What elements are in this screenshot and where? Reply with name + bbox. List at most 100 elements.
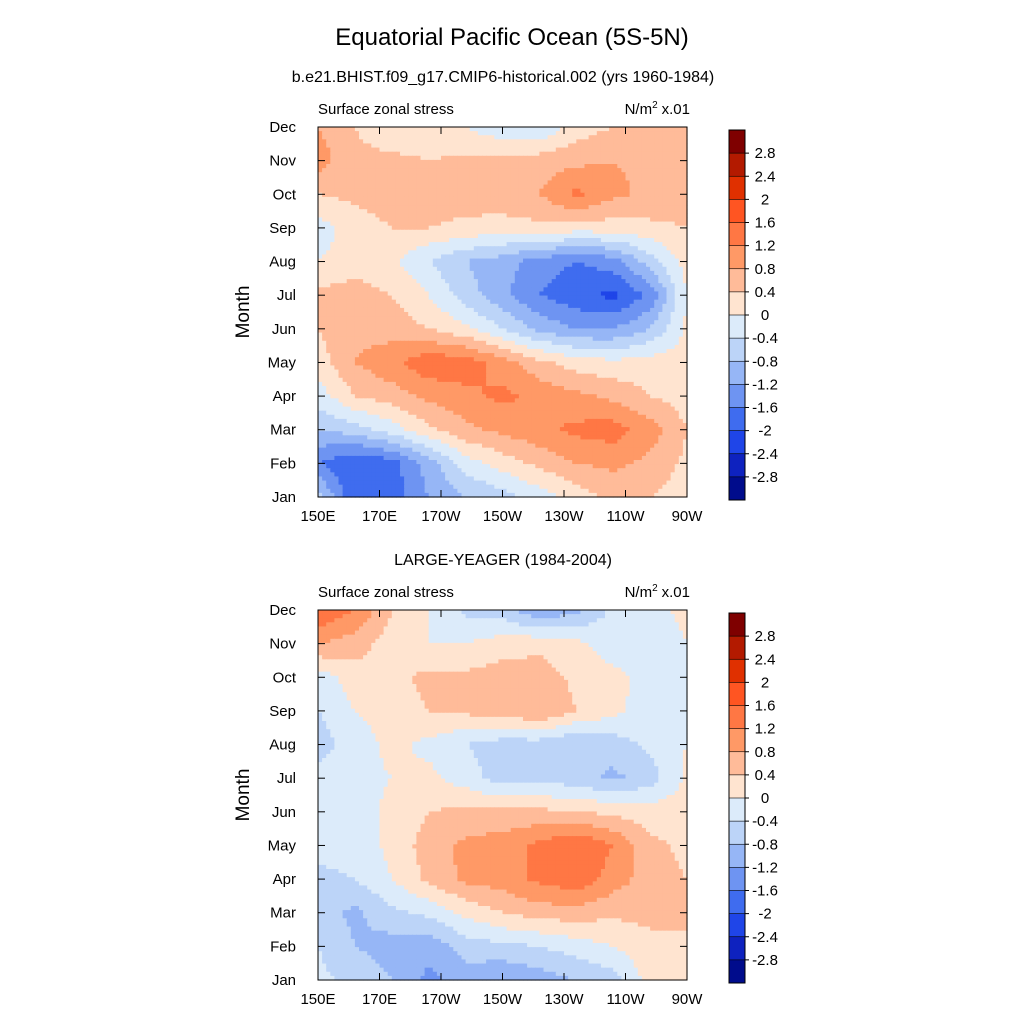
heatmap-cell [395, 192, 401, 198]
heatmap-cell [498, 184, 504, 190]
heatmap-cell [404, 139, 409, 145]
heatmap-cell [379, 213, 385, 219]
heatmap-cell [613, 242, 618, 247]
heatmap-cell [621, 176, 627, 182]
heatmap-cell [395, 159, 401, 165]
heatmap-cell [453, 246, 458, 251]
heatmap-cell [580, 172, 586, 177]
heatmap-cell [523, 316, 528, 321]
heatmap-cell [568, 250, 573, 256]
heatmap-cell [506, 188, 512, 194]
heatmap-cell [457, 192, 463, 198]
heatmap-cell [629, 287, 635, 293]
heatmap-cell [436, 291, 442, 297]
heatmap-cell [502, 147, 508, 153]
heatmap-cell [580, 287, 586, 293]
heatmap-cell [346, 332, 352, 338]
heatmap-cell [436, 295, 442, 301]
heatmap-cell [436, 287, 442, 293]
heatmap-cell [678, 307, 684, 313]
heatmap-cell [412, 172, 417, 177]
heatmap-cell [420, 312, 426, 317]
heatmap-cell [592, 205, 598, 210]
heatmap-cell [654, 238, 659, 243]
heatmap-cell [367, 275, 372, 280]
heatmap-cell [387, 233, 393, 239]
heatmap-cell [453, 320, 458, 325]
heatmap-cell [334, 316, 340, 321]
heatmap-cell [445, 155, 450, 161]
heatmap-cell [457, 159, 463, 165]
heatmap-cell [650, 127, 655, 132]
heatmap-cell [494, 291, 499, 297]
heatmap-cell [584, 213, 590, 219]
heatmap-cell [490, 196, 495, 202]
heatmap-cell [650, 209, 655, 214]
heatmap-cell [670, 312, 676, 317]
heatmap-cell [383, 221, 389, 227]
heatmap-cell [600, 184, 606, 190]
heatmap-cell [441, 332, 446, 338]
heatmap-cell [666, 229, 672, 235]
heatmap-cell [637, 283, 643, 288]
heatmap-cell [318, 221, 323, 227]
heatmap-cell [682, 238, 688, 243]
heatmap-cell [527, 320, 532, 325]
heatmap-cell [461, 332, 467, 338]
heatmap-cell [543, 246, 549, 251]
heatmap-cell [477, 143, 483, 149]
heatmap-cell [346, 139, 352, 145]
heatmap-cell [551, 262, 557, 268]
heatmap-cell [486, 307, 491, 313]
heatmap-cell [527, 229, 532, 235]
heatmap-cell [600, 238, 606, 243]
heatmap-cell [600, 139, 606, 145]
heatmap-cell [576, 270, 581, 276]
heatmap-cell [420, 127, 426, 132]
heatmap-cell [637, 147, 643, 153]
heatmap-cell [605, 344, 610, 350]
heatmap-cell [400, 340, 405, 346]
heatmap-cell [629, 176, 635, 182]
heatmap-cell [441, 213, 446, 219]
heatmap-cell [510, 164, 516, 169]
heatmap-cell [613, 270, 618, 276]
heatmap-cell [662, 295, 668, 301]
heatmap-cell [457, 135, 463, 140]
heatmap-cell [641, 164, 647, 169]
heatmap-cell [518, 332, 524, 338]
heatmap-cell [551, 192, 557, 198]
heatmap-cell [326, 168, 331, 173]
heatmap-cell [670, 279, 676, 284]
heatmap-cell [572, 320, 577, 325]
heatmap-cell [523, 250, 528, 256]
heatmap-cell [453, 164, 458, 169]
heatmap-cell [432, 287, 438, 293]
heatmap-cell [318, 283, 323, 288]
heatmap-cell [666, 159, 672, 165]
heatmap-cell [412, 287, 417, 293]
heatmap-cell [371, 291, 376, 297]
heatmap-cell [523, 349, 528, 354]
heatmap-cell [535, 344, 540, 350]
heatmap-cell [559, 336, 565, 342]
heatmap-cell [395, 143, 401, 149]
heatmap-cell [420, 307, 426, 313]
heatmap-cell [330, 217, 335, 223]
heatmap-cell [441, 172, 446, 177]
heatmap-cell [510, 151, 516, 157]
heatmap-cell [646, 233, 651, 239]
heatmap-cell [404, 275, 409, 280]
heatmap-cell [514, 332, 520, 338]
heatmap-cell [416, 180, 422, 186]
heatmap-cell [650, 258, 655, 264]
heatmap-cell [637, 275, 643, 280]
heatmap-cell [469, 127, 475, 132]
heatmap-cell [600, 340, 606, 346]
heatmap-cell [387, 209, 393, 214]
heatmap-cell [424, 291, 430, 297]
heatmap-cell [338, 127, 344, 132]
heatmap-cell [342, 316, 348, 321]
heatmap-cell [658, 176, 663, 182]
heatmap-cell [580, 213, 586, 219]
